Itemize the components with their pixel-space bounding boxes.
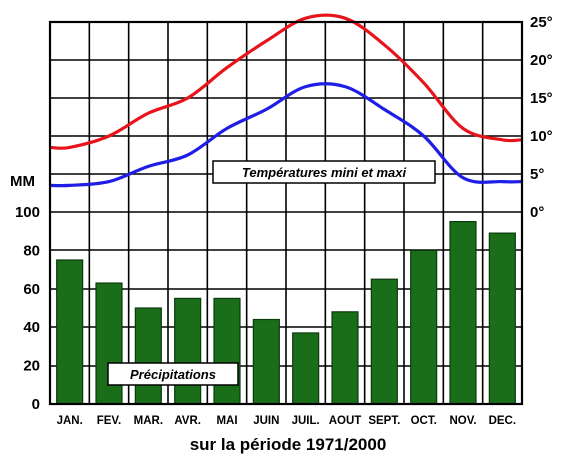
- precipitation-bar-dec: [488, 232, 516, 405]
- month-axis: JAN. FEV. MAR. AVR. MAI JUIN JUIL. AOUT SEPT. OCT…: [57, 415, 517, 427]
- month-label: SEPT.: [368, 415, 400, 427]
- month-label: FEV.: [97, 415, 122, 427]
- precipitation-bar-mar: [134, 307, 162, 405]
- precipitation-bar-sept: [370, 278, 398, 405]
- plot-border: [48, 20, 524, 406]
- month-label: JAN.: [57, 415, 83, 427]
- month-label: OCT.: [411, 415, 437, 427]
- month-label: AVR.: [174, 415, 201, 427]
- month-label: AOUT: [329, 415, 362, 427]
- temperature-axis: 0° 5° 10° 15° 20° 25°: [530, 14, 553, 221]
- month-label: JUIN: [253, 415, 279, 427]
- month-label: MAI: [216, 415, 237, 427]
- temperature-lines: [49, 13, 523, 188]
- plot-frame: [48, 20, 524, 406]
- precipitation-tick-label: 40: [23, 319, 40, 336]
- precipitation-tick-label: 0: [32, 396, 40, 413]
- month-label: JUIL.: [292, 415, 320, 427]
- temperature-tick-label: 15°: [530, 90, 553, 107]
- precipitation-bar-juin: [252, 318, 280, 405]
- chart-subtitle: sur la période 1971/2000: [190, 435, 387, 454]
- temperature-tick-label: 20°: [530, 52, 553, 69]
- precipitation-bar-nov: [449, 221, 477, 405]
- temperature-min-line: [49, 82, 523, 188]
- precipitation-bar-mai: [213, 297, 241, 405]
- precipitation-bars: [56, 221, 516, 405]
- precipitation-tick-label: 100: [15, 204, 40, 221]
- precipitation-tick-label: 20: [23, 358, 40, 375]
- precipitation-bar-fev: [95, 282, 123, 405]
- temperature-tick-label: 5°: [530, 166, 544, 183]
- temperature-tick-label: 0°: [530, 204, 544, 221]
- month-label: MAR.: [134, 415, 163, 427]
- precipitation-tick-label: 80: [23, 242, 40, 259]
- precipitation-tick-label: 60: [23, 281, 40, 298]
- precipitation-bar-juil: [292, 332, 320, 405]
- precipitation-unit-label: MM: [10, 173, 35, 190]
- precipitation-label: Précipitations: [130, 367, 216, 382]
- precipitation-bar-avr: [174, 297, 202, 405]
- temperature-tick-label: 10°: [530, 128, 553, 145]
- temperature-label: Températures mini et maxi: [242, 165, 407, 180]
- precipitation-label-box: [107, 362, 239, 386]
- month-label: DEC.: [489, 415, 516, 427]
- temperature-max-line: [49, 13, 523, 150]
- precipitation-bar-aout: [331, 311, 359, 405]
- precipitation-bar-jan: [56, 259, 84, 405]
- precipitation-axis: 0 20 40 60 80 100: [15, 204, 40, 413]
- month-label: NOV.: [449, 415, 476, 427]
- precipitation-bar-oct: [410, 249, 438, 405]
- temperature-tick-label: 25°: [530, 14, 553, 31]
- temperature-label-box: [212, 160, 436, 184]
